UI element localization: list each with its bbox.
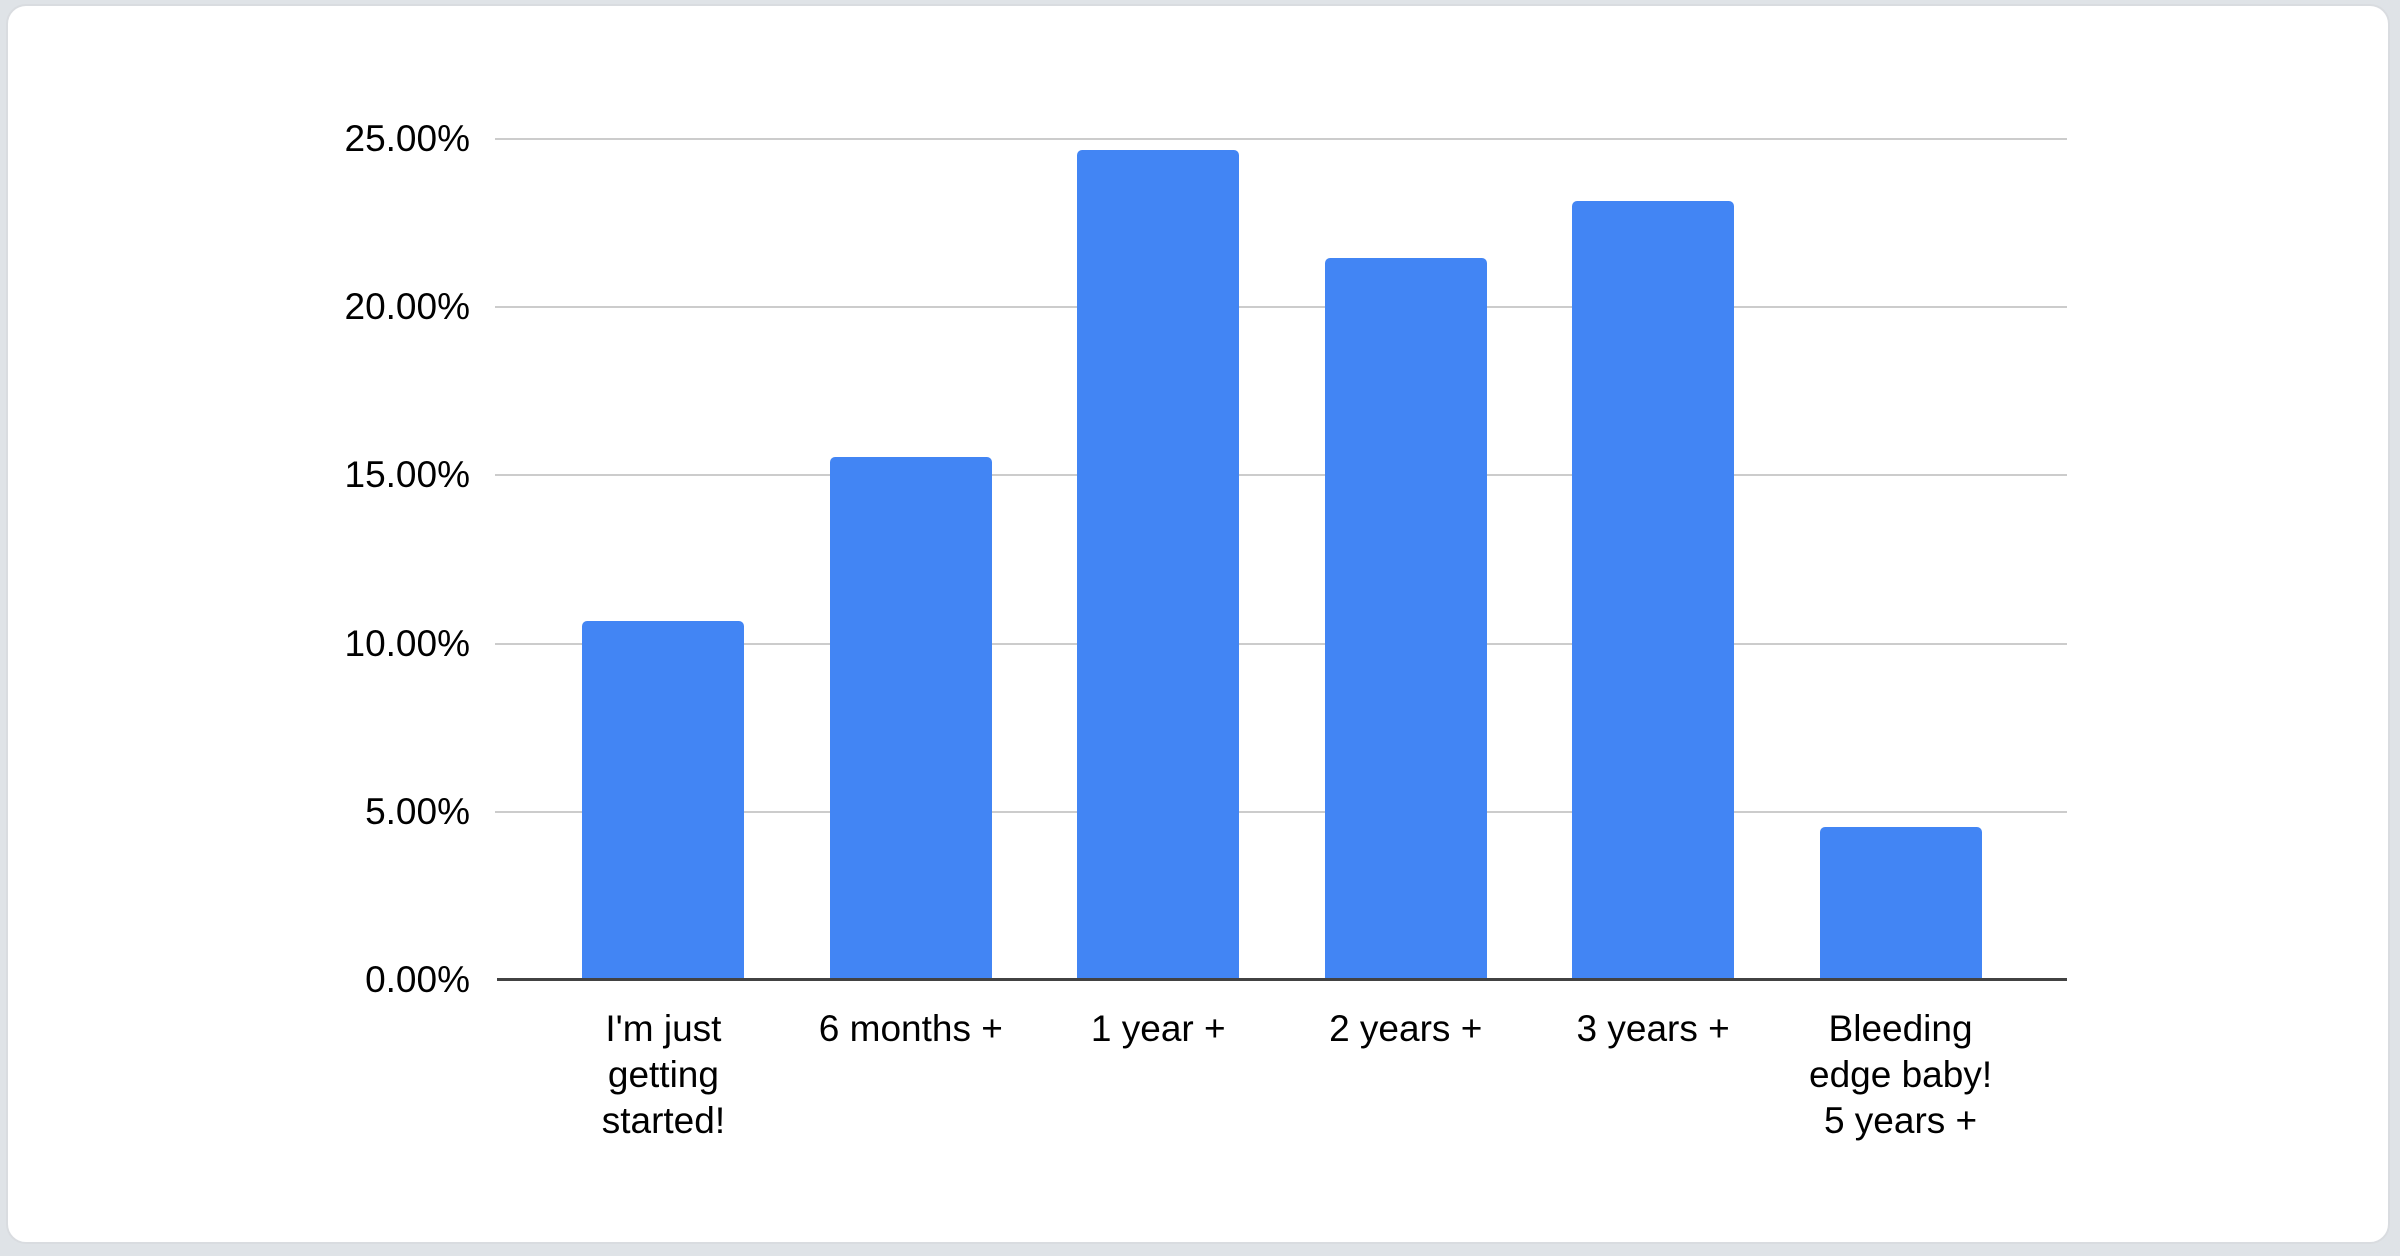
- bar: [829, 456, 992, 978]
- x-axis-label-line: 1 year +: [1090, 1008, 1226, 1049]
- bar: [1077, 150, 1240, 978]
- x-axis-label: Bleeding edge baby! 5 years +: [1766, 1006, 2036, 1144]
- y-axis-tick-label: 20.00%: [344, 286, 471, 328]
- gridline: [495, 306, 2067, 309]
- x-axis-label: 2 years +: [1271, 1006, 1541, 1052]
- y-axis-tick-label: 5.00%: [365, 790, 470, 832]
- x-axis-label-line: started!: [601, 1100, 726, 1141]
- x-axis-label-line: 3 years +: [1576, 1008, 1730, 1049]
- gridline: [495, 474, 2067, 477]
- y-axis-tick-label: 10.00%: [344, 622, 471, 664]
- x-axis-label-line: getting: [607, 1054, 719, 1095]
- bar: [1572, 200, 1735, 978]
- x-axis-label: 1 year +: [1023, 1006, 1293, 1052]
- gridline: [495, 810, 2067, 813]
- x-axis-label-line: 5 years +: [1823, 1100, 1978, 1141]
- x-axis-label-line: Bleeding: [1828, 1008, 1973, 1049]
- bar: [1819, 826, 1982, 978]
- y-axis-tick-label: 15.00%: [344, 454, 471, 496]
- y-axis-tick-label: 25.00%: [344, 118, 471, 159]
- x-axis-label-line: 6 months +: [818, 1008, 1003, 1049]
- bar: [582, 621, 745, 978]
- gridline: [495, 642, 2067, 645]
- gridline: [495, 138, 2067, 140]
- x-axis-label: I'm just getting started!: [528, 1006, 798, 1144]
- y-axis-tick-label: 0.00%: [365, 959, 470, 1000]
- x-axis-line: [497, 978, 2067, 981]
- bar: [1324, 258, 1487, 978]
- x-axis-label-line: edge baby!: [1809, 1054, 1993, 1095]
- x-axis-label: 3 years +: [1518, 1006, 1788, 1052]
- x-axis-label-line: I'm just: [605, 1008, 722, 1049]
- x-axis-label-line: 2 years +: [1329, 1008, 1483, 1049]
- x-axis-label: 6 months +: [776, 1006, 1046, 1052]
